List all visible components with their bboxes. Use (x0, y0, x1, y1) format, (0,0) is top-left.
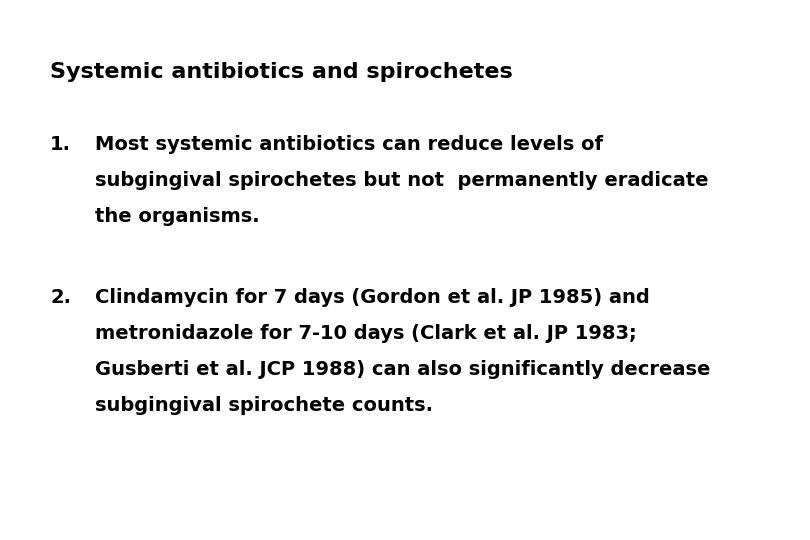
Text: subgingival spirochetes but not  permanently eradicate: subgingival spirochetes but not permanen… (95, 171, 709, 190)
Text: Most systemic antibiotics can reduce levels of: Most systemic antibiotics can reduce lev… (95, 135, 603, 154)
Text: subgingival spirochete counts.: subgingival spirochete counts. (95, 396, 433, 415)
Text: Clindamycin for 7 days (Gordon et al. JP 1985) and: Clindamycin for 7 days (Gordon et al. JP… (95, 288, 650, 307)
Text: metronidazole for 7-10 days (Clark et al. JP 1983;: metronidazole for 7-10 days (Clark et al… (95, 324, 637, 343)
Text: the organisms.: the organisms. (95, 207, 260, 226)
Text: Gusberti et al. JCP 1988) can also significantly decrease: Gusberti et al. JCP 1988) can also signi… (95, 360, 710, 379)
Text: Systemic antibiotics and spirochetes: Systemic antibiotics and spirochetes (50, 62, 513, 82)
Text: 1.: 1. (50, 135, 71, 154)
Text: 2.: 2. (50, 288, 71, 307)
